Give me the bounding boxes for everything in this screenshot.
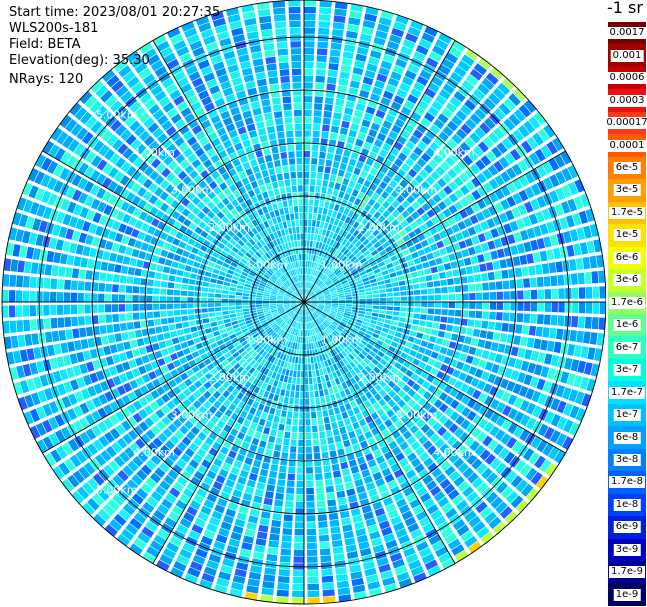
color-scale-label: 0.0001 bbox=[607, 139, 647, 152]
color-scale-label: 3e-9 bbox=[613, 543, 641, 556]
azimuth-spokes bbox=[2, 0, 606, 604]
color-scale-label: 0.001 bbox=[610, 49, 644, 62]
color-scale-label: 3e-7 bbox=[613, 364, 641, 377]
color-scale-cell: 3e-8 bbox=[608, 448, 646, 472]
color-scale-cell: 0.0003 bbox=[607, 89, 647, 113]
color-scale-cell: 1e-7 bbox=[608, 403, 646, 427]
azimuth-spoke bbox=[303, 150, 566, 303]
color-scale-cell: 0.001 bbox=[608, 44, 646, 68]
color-scale-label: 6e-8 bbox=[613, 431, 641, 444]
color-scale-cell: 1e-9 bbox=[608, 583, 646, 607]
instrument-label: WLS200s-181 bbox=[9, 21, 99, 36]
color-scale-label: 1e-9 bbox=[613, 588, 641, 601]
range-ring bbox=[250, 248, 358, 356]
range-label: 1.00km bbox=[246, 334, 288, 347]
color-scale-cell: 1e-6 bbox=[608, 314, 646, 337]
color-scale-cell: 1e-8 bbox=[608, 493, 646, 517]
color-scale-label: 1.7e-7 bbox=[608, 386, 646, 399]
color-scale-cell: 3e-9 bbox=[608, 538, 646, 562]
range-rings bbox=[1, 0, 606, 605]
color-scale: -1 sr 0.0017 0.001 0.0006 0.0003 0.00017 0.00… bbox=[604, 0, 647, 607]
range-label: 2.00km bbox=[208, 371, 250, 384]
color-scale-cell: 0.0006 bbox=[607, 66, 647, 90]
range-label: 3.00km bbox=[171, 184, 213, 197]
range-ring bbox=[38, 36, 570, 568]
color-scale-label: 1.7e-9 bbox=[608, 566, 646, 579]
color-scale-cell: 1.7e-8 bbox=[608, 471, 646, 495]
color-scale-cell: 0.00017 bbox=[604, 111, 647, 135]
color-scale-cell: 1.7e-7 bbox=[608, 381, 646, 405]
range-label: 3.00km bbox=[396, 184, 438, 197]
color-scale-cell: 1.7e-6 bbox=[608, 291, 646, 315]
color-scale-label: 6e-6 bbox=[613, 251, 641, 264]
color-scale-cell: 6e-8 bbox=[608, 426, 646, 450]
ppi-gate-cells bbox=[1, 0, 606, 605]
color-scale-label: 1e-8 bbox=[613, 498, 641, 511]
color-scale-cell: 6e-6 bbox=[608, 246, 646, 270]
range-label: 2.00km bbox=[358, 221, 400, 234]
color-scale-label: 1.7e-6 bbox=[608, 296, 646, 309]
ppi-scan-map: 1.00km 1.00km 1.00km 1.00km 2.00km 2.00km 2.00… bbox=[1, 0, 606, 605]
elevation-label: Elevation(deg): 35.30 bbox=[9, 53, 150, 68]
range-label: 3.00km bbox=[396, 408, 438, 421]
nrays-label: NRays: 120 bbox=[9, 72, 84, 87]
color-scale-cell: 3e-5 bbox=[608, 179, 646, 203]
range-label: 5.00km bbox=[96, 483, 138, 496]
scan-info-panel: Start time: 2023/08/01 20:27:35 WLS200s-… bbox=[9, 5, 220, 88]
color-scale-cell: 6e-7 bbox=[608, 336, 646, 360]
range-label: 1.00km bbox=[321, 259, 363, 272]
color-scale-cell: 0.0001 bbox=[607, 134, 647, 158]
color-scale-cell: 6e-9 bbox=[608, 516, 646, 540]
color-scale-cell: 1e-5 bbox=[608, 224, 646, 248]
color-scale-cell: 6e-5 bbox=[608, 156, 646, 180]
azimuth-spoke bbox=[42, 150, 305, 303]
range-label: 1.00km bbox=[246, 259, 288, 272]
range-label: 4.00km bbox=[433, 446, 475, 459]
color-scale-label: 1.7e-8 bbox=[608, 476, 646, 489]
color-scale-label: 3e-6 bbox=[613, 274, 641, 287]
color-scale-unit: -1 sr bbox=[607, 0, 643, 17]
range-label: 4.00km bbox=[433, 146, 475, 159]
color-scale-label: 6e-5 bbox=[613, 161, 641, 174]
field-label: Field: BETA bbox=[9, 37, 81, 52]
start-time-label: Start time: 2023/08/01 20:27:35 bbox=[9, 5, 221, 20]
color-scale-label: 0.0003 bbox=[607, 94, 647, 107]
ppi-plot: 1.00km 1.00km 1.00km 1.00km 2.00km 2.00km 2.00… bbox=[1, 0, 606, 605]
color-scale-cell: 0.0017 bbox=[607, 22, 647, 45]
azimuth-spoke bbox=[303, 301, 456, 564]
azimuth-spoke bbox=[303, 301, 566, 454]
color-scale-label: 1.7e-5 bbox=[608, 206, 646, 219]
color-scale-cell: 3e-7 bbox=[608, 358, 646, 382]
azimuth-spoke bbox=[303, 40, 456, 303]
color-scale-label: 0.0017 bbox=[607, 27, 647, 40]
range-label: 3.00km bbox=[171, 408, 213, 421]
color-scale-cell: 1.7e-5 bbox=[608, 201, 646, 225]
range-label: 4.00km bbox=[133, 146, 175, 159]
azimuth-spoke bbox=[42, 301, 305, 454]
color-scale-label: 1e-7 bbox=[613, 409, 641, 422]
range-label: 4.00km bbox=[133, 446, 175, 459]
color-scale-label: 3e-8 bbox=[613, 453, 641, 466]
range-labels: 1.00km 1.00km 1.00km 1.00km 2.00km 2.00km 2.00… bbox=[96, 109, 475, 497]
color-scale-cell: 3e-6 bbox=[608, 269, 646, 293]
range-ring bbox=[197, 195, 411, 409]
color-scale-label: 6e-7 bbox=[613, 341, 641, 354]
range-label: 1.00km bbox=[321, 334, 363, 347]
range-ring bbox=[91, 89, 517, 515]
azimuth-spoke bbox=[152, 40, 305, 303]
color-scale-label: 0.0006 bbox=[607, 72, 647, 85]
color-scale-cell: 1.7e-9 bbox=[608, 561, 646, 585]
range-label: 2.00km bbox=[358, 371, 400, 384]
outer-range-ring bbox=[1, 0, 606, 605]
color-scale-label: 6e-9 bbox=[613, 521, 641, 534]
color-scale-label: 0.00017 bbox=[604, 117, 647, 130]
azimuth-spoke bbox=[152, 301, 305, 564]
color-scale-label: 1e-6 bbox=[613, 319, 641, 332]
color-scale-label: 3e-5 bbox=[613, 184, 641, 197]
range-label: 5.00km bbox=[96, 109, 138, 122]
range-ring bbox=[144, 142, 464, 462]
range-label: 2.00km bbox=[208, 221, 250, 234]
color-scale-label: 1e-5 bbox=[613, 229, 641, 242]
